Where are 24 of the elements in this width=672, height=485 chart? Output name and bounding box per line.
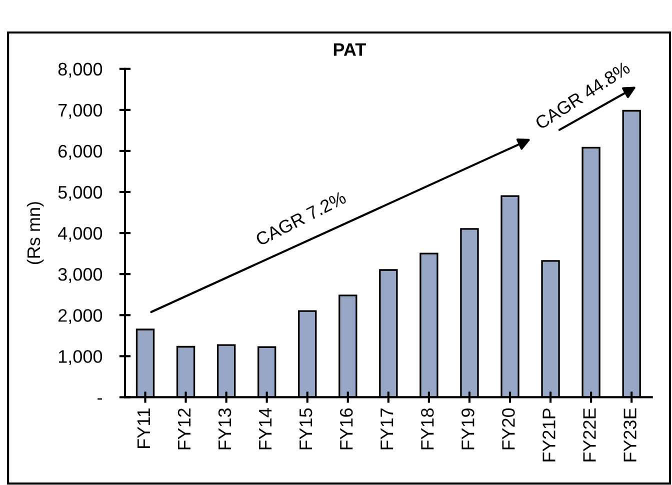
x-tick-label: FY23E	[624, 408, 636, 462]
x-tick-label: FY15	[300, 408, 312, 450]
chart-title: PAT	[334, 43, 366, 56]
x-tick-label: FY21P	[542, 408, 556, 462]
x-tick-label: FY19	[462, 408, 474, 450]
y-tick-label: 7,000	[58, 104, 102, 119]
y-tick-label: 4,000	[58, 226, 102, 242]
x-tick-label: FY16	[340, 408, 353, 450]
y-tick-label: 3,000	[58, 268, 102, 283]
x-tick-label: FY20	[502, 408, 515, 450]
x-tick-label: FY18	[421, 408, 434, 450]
x-tick-label: FY22E	[583, 408, 596, 462]
x-tick-label: FY14	[259, 408, 272, 450]
y-tick-label: 1,000	[58, 350, 102, 366]
y-tick-label: 5,000	[58, 186, 102, 201]
y-tick-label: 8,000	[58, 62, 102, 78]
y-axis-title: (Rs mn)	[26, 202, 44, 264]
y-tick-label: 6,000	[58, 144, 102, 160]
y-tick-label: -	[98, 398, 102, 400]
x-tick-label: FY13	[218, 408, 232, 450]
x-tick-label: FY11	[138, 408, 150, 448]
x-tick-label: FY12	[178, 408, 190, 450]
x-tick-label: FY17	[380, 408, 394, 450]
y-tick-label: 2,000	[58, 309, 102, 324]
